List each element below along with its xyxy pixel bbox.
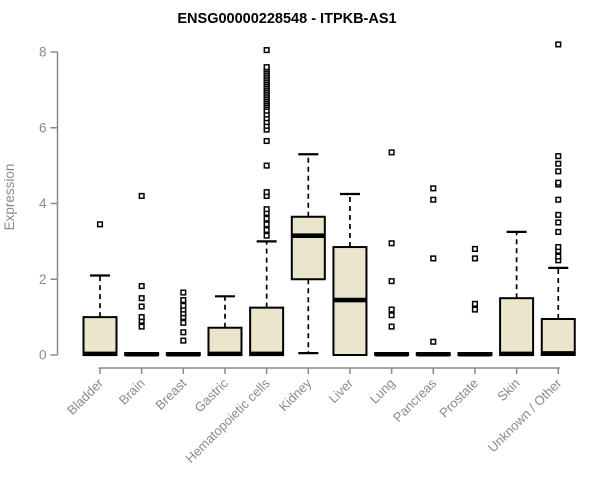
- box-unknown-other: [540, 318, 576, 356]
- outlier-marker-unknown-other: [555, 219, 562, 226]
- outlier-marker-pancreas: [430, 196, 437, 203]
- x-tick-label-kidney: Kidney: [276, 375, 315, 414]
- box-kidney: [290, 215, 326, 281]
- outlier-marker-breast: [180, 289, 187, 296]
- outlier-marker-prostate: [471, 245, 478, 252]
- outlier-marker-hematopoietic-cells: [263, 64, 270, 71]
- y-tick-label: 0: [39, 348, 47, 363]
- outlier-marker-lung: [388, 240, 395, 247]
- outlier-marker-prostate: [471, 300, 478, 307]
- outlier-marker-unknown-other: [555, 153, 562, 160]
- outlier-marker-unknown-other: [555, 211, 562, 218]
- x-tick-label-pancreas: Pancreas: [390, 375, 440, 425]
- box-skin: [499, 297, 535, 356]
- outlier-marker-lung: [388, 306, 395, 313]
- outlier-marker-pancreas: [430, 185, 437, 192]
- outlier-marker-lung: [388, 323, 395, 330]
- outlier-marker-unknown-other: [555, 179, 562, 186]
- x-tick-label-skin: Skin: [494, 376, 522, 404]
- x-tick-label-prostate: Prostate: [436, 376, 481, 421]
- outlier-marker-hematopoietic-cells: [263, 137, 270, 145]
- y-tick-label: 8: [39, 45, 47, 60]
- outlier-marker-breast: [180, 337, 187, 344]
- outlier-marker-unknown-other: [555, 244, 562, 251]
- outlier-marker-prostate: [471, 306, 478, 313]
- outlier-marker-hematopoietic-cells: [263, 215, 270, 222]
- outlier-marker-breast: [180, 302, 187, 309]
- outlier-marker-lung: [388, 312, 395, 319]
- y-tick-label: 2: [39, 272, 47, 287]
- outlier-marker-hematopoietic-cells: [263, 47, 270, 54]
- outlier-marker-hematopoietic-cells: [263, 206, 270, 213]
- outlier-marker-breast: [180, 319, 187, 326]
- outlier-marker-pancreas: [430, 338, 437, 345]
- chart-title: ENSG00000228548 - ITPKB-AS1: [177, 11, 396, 27]
- x-tick-label-lung: Lung: [367, 376, 398, 407]
- x-tick-label-gastric: Gastric: [191, 375, 231, 415]
- outlier-marker-unknown-other: [555, 160, 562, 167]
- outlier-marker-unknown-other: [555, 41, 562, 48]
- outlier-marker-brain: [138, 192, 145, 199]
- x-tick-label-liver: Liver: [326, 375, 357, 406]
- outlier-marker-brain: [138, 303, 145, 310]
- outlier-marker-pancreas: [430, 255, 437, 262]
- outlier-marker-hematopoietic-cells: [263, 232, 270, 239]
- outlier-marker-hematopoietic-cells: [263, 221, 270, 228]
- outlier-marker-lung: [388, 149, 395, 156]
- outlier-marker-breast: [180, 329, 187, 336]
- y-tick-label: 6: [39, 120, 47, 135]
- outlier-marker-lung: [388, 278, 395, 285]
- x-tick-label-bladder: Bladder: [64, 375, 107, 418]
- x-tick-label-breast: Breast: [152, 375, 189, 412]
- outlier-marker-unknown-other: [555, 228, 562, 235]
- x-tick-label-brain: Brain: [116, 376, 148, 408]
- box-bladder: [82, 316, 118, 356]
- outlier-marker-unknown-other: [555, 168, 562, 175]
- outlier-marker-brain: [138, 295, 145, 302]
- box-hematopoietic-cells: [249, 306, 285, 356]
- outlier-marker-hematopoietic-cells: [263, 189, 270, 196]
- y-tick-label: 4: [39, 196, 47, 211]
- outlier-marker-breast: [180, 297, 187, 304]
- y-axis-label: Expression: [2, 164, 17, 231]
- x-tick-label-unknown-other: Unknown / Other: [485, 375, 565, 455]
- outlier-marker-unknown-other: [555, 253, 562, 260]
- outlier-marker-hematopoietic-cells: [263, 226, 270, 234]
- outlier-marker-brain: [138, 314, 145, 321]
- box-gastric: [207, 326, 243, 357]
- outlier-marker-hematopoietic-cells: [263, 162, 270, 169]
- outlier-marker-brain: [138, 283, 145, 290]
- outlier-marker-prostate: [471, 255, 478, 262]
- outlier-marker-unknown-other: [555, 196, 562, 203]
- outlier-marker-bladder: [96, 221, 104, 228]
- outlier-marker-brain: [138, 323, 145, 330]
